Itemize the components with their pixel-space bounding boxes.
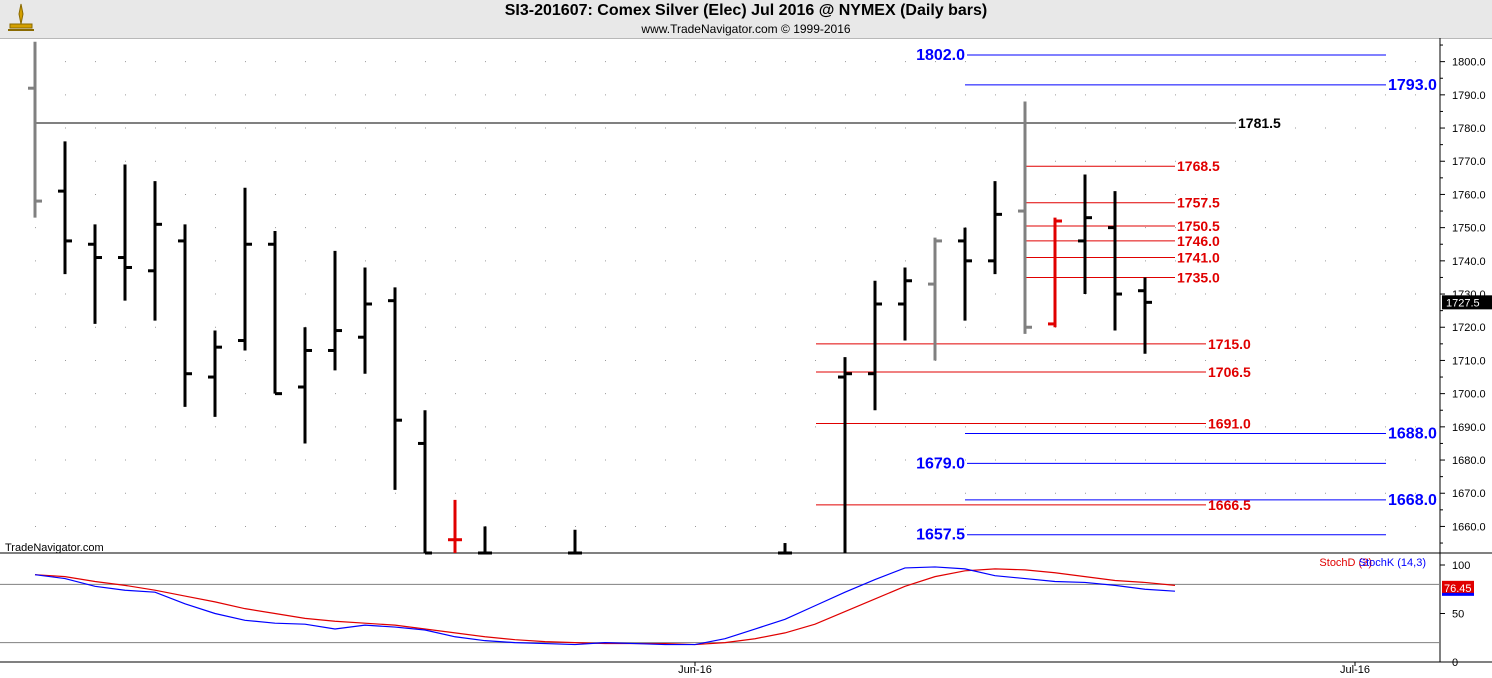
price-tick-label: 1790.0 [1452,90,1486,102]
chart-header: SI3-201607: Comex Silver (Elec) Jul 2016… [0,0,1492,39]
level-label: 1793.0 [1388,77,1437,94]
price-tick-label: 1710.0 [1452,355,1486,367]
level-label: 1691.0 [1208,416,1251,432]
price-panel: 1660.0 1670.0 1680.0 1690.0 1700.0 1710.0 1720… [0,38,1492,663]
level-label: 1741.0 [1177,250,1220,266]
level-label: 1679.0 [916,455,965,472]
stoch-last-value-box [1442,580,1474,595]
chart-title: SI3-201607: Comex Silver (Elec) Jul 2016… [504,2,988,19]
watermark-text: TradeNavigator.com [5,542,104,554]
level-label: 1666.5 [1208,497,1251,513]
price-tick-label: 1740.0 [1452,256,1486,268]
stoch-tick-label: 50 [1452,609,1464,621]
price-tick-label: 1800.0 [1452,57,1486,69]
stoch-last-value-label: 76.45 [1444,583,1472,595]
x-tick-label: Jul-16 [1340,664,1370,676]
trade-navigator-logo [8,3,34,31]
stoch-tick-label: 0 [1452,657,1458,669]
level-label: 1768.5 [1177,158,1220,174]
level-label: 1746.0 [1177,233,1220,249]
price-tick-label: 1660.0 [1452,521,1486,533]
price-tick-label: 1690.0 [1452,422,1486,434]
stoch-line [34,568,1176,646]
legend-stochd: StochD (3) [1319,557,1372,569]
price-tick-label: 1760.0 [1452,189,1486,201]
x-tick-label: Jun-16 [678,664,712,676]
price-tick-label: 1700.0 [1452,389,1486,401]
level-label: 1668.0 [1388,492,1437,509]
stochastic-panel: 0 50 100 76.45 Jun-16 Jul-16 [0,560,1474,676]
stoch-tick-label: 100 [1452,560,1470,572]
legend-stochk: StochK (14,3) [1359,557,1426,569]
last-price-label: 1727.5 [1446,297,1480,309]
stoch-last-value-marker [1442,592,1474,596]
chart-subtitle: www.TradeNavigator.com © 1999-2016 [641,22,851,36]
level-label: 1781.5 [1238,115,1281,131]
level-label: 1706.5 [1208,364,1251,380]
last-price-box [1442,295,1492,310]
price-tick-label: 1750.0 [1452,223,1486,235]
level-label: 1735.0 [1177,269,1220,285]
level-label: 1802.0 [916,47,965,64]
price-tick-label: 1770.0 [1452,156,1486,168]
stoch-line [34,566,1176,646]
level-label: 1688.0 [1388,425,1437,442]
price-tick-label: 1680.0 [1452,455,1486,467]
price-tick-label: 1670.0 [1452,488,1486,500]
level-label: 1657.5 [916,527,965,544]
price-tick-label: 1720.0 [1452,322,1486,334]
level-label: 1757.5 [1177,195,1220,211]
level-label: 1715.0 [1208,336,1251,352]
level-label: 1750.5 [1177,218,1220,234]
price-tick-label: 1780.0 [1452,123,1486,135]
